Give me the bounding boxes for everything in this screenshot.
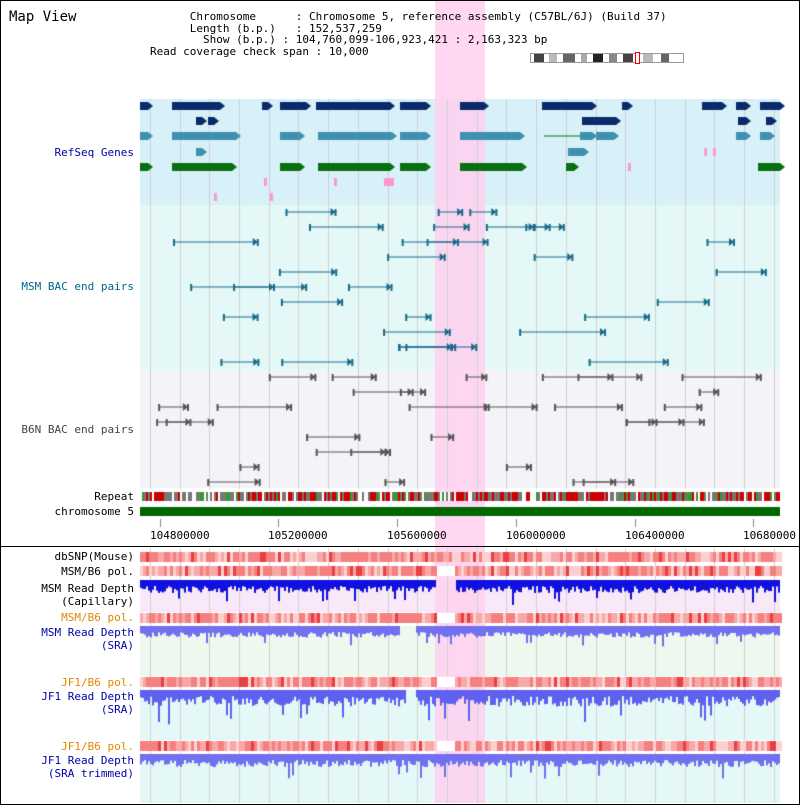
info-value: 152,537,259 [308,21,382,35]
axis-tick-6: 10680000 [743,529,796,542]
info-value: 10,000 [328,44,369,58]
track-label-jf1-trim-depth[interactable]: JF1 Read Depth (SRA trimmed) [41,754,134,780]
track-label-refseq[interactable]: RefSeq Genes [54,146,134,159]
info-value: Chromosome 5, reference assembly (C57BL/… [308,10,667,23]
info-value: 104,760,099-106,923,421 : 2,163,323 bp [295,33,548,46]
track-label-repeat[interactable]: Repeat [94,490,134,503]
chromosome-ideogram[interactable] [530,52,684,64]
info-row-1: Chromosome : Chromosome 5, reference ass… [189,10,667,23]
info-row-2: Length (b.p.) : 152,537,259 [189,21,382,35]
info-key: Read coverage check span [150,44,309,58]
label-line: JF1 Read Depth [41,690,134,703]
separator [0,546,800,547]
info-key: Length (b.p.) [189,21,276,35]
track-label-jf1-sra-depth[interactable]: JF1 Read Depth (SRA) [41,690,134,716]
track-label-msm-pol-2[interactable]: MSM/B6 pol. [61,611,134,624]
page-title: Map View [9,9,77,25]
info-row-4: Read coverage check span : 10,000 [150,44,369,58]
axis-tick-3: 105600000 [387,529,447,542]
chromosome-info: Chromosome : Chromosome 5, reference ass… [150,11,667,57]
track-label-msm-sra-depth[interactable]: MSM Read Depth (SRA) [41,626,134,652]
axis-tick-1: 104800000 [150,529,210,542]
track-label-dbsnp[interactable]: dbSNP(Mouse) [54,550,134,563]
info-key: Chromosome [189,10,256,23]
label-line: (SRA trimmed) [47,766,134,780]
label-line: MSM Read Depth [41,626,134,639]
axis-tick-2: 105200000 [268,529,328,542]
track-label-jf1-pol-2[interactable]: JF1/B6 pol. [61,740,134,753]
label-line: MSM Read Depth [41,582,134,595]
track-label-msm-cap-depth[interactable]: MSM Read Depth (Capillary) [41,582,134,608]
label-line: JF1 Read Depth [41,754,134,767]
track-label-jf1-pol-1[interactable]: JF1/B6 pol. [61,676,134,689]
label-line: (SRA) [100,702,134,716]
track-label-chromosome[interactable]: chromosome 5 [54,505,134,518]
label-line: (SRA) [100,638,134,652]
track-label-msm-pol-1[interactable]: MSM/B6 pol. [61,565,134,578]
info-key: Show (b.p.) [202,33,276,46]
track-label-msm-bac[interactable]: MSM BAC end pairs [21,280,134,293]
axis-tick-5: 106400000 [625,529,685,542]
label-line: (Capillary) [61,594,134,608]
axis-tick-4: 106000000 [506,529,566,542]
info-row-3: Show (b.p.) : 104,760,099-106,923,421 : … [202,33,548,46]
track-label-b6n-bac[interactable]: B6N BAC end pairs [21,423,134,436]
